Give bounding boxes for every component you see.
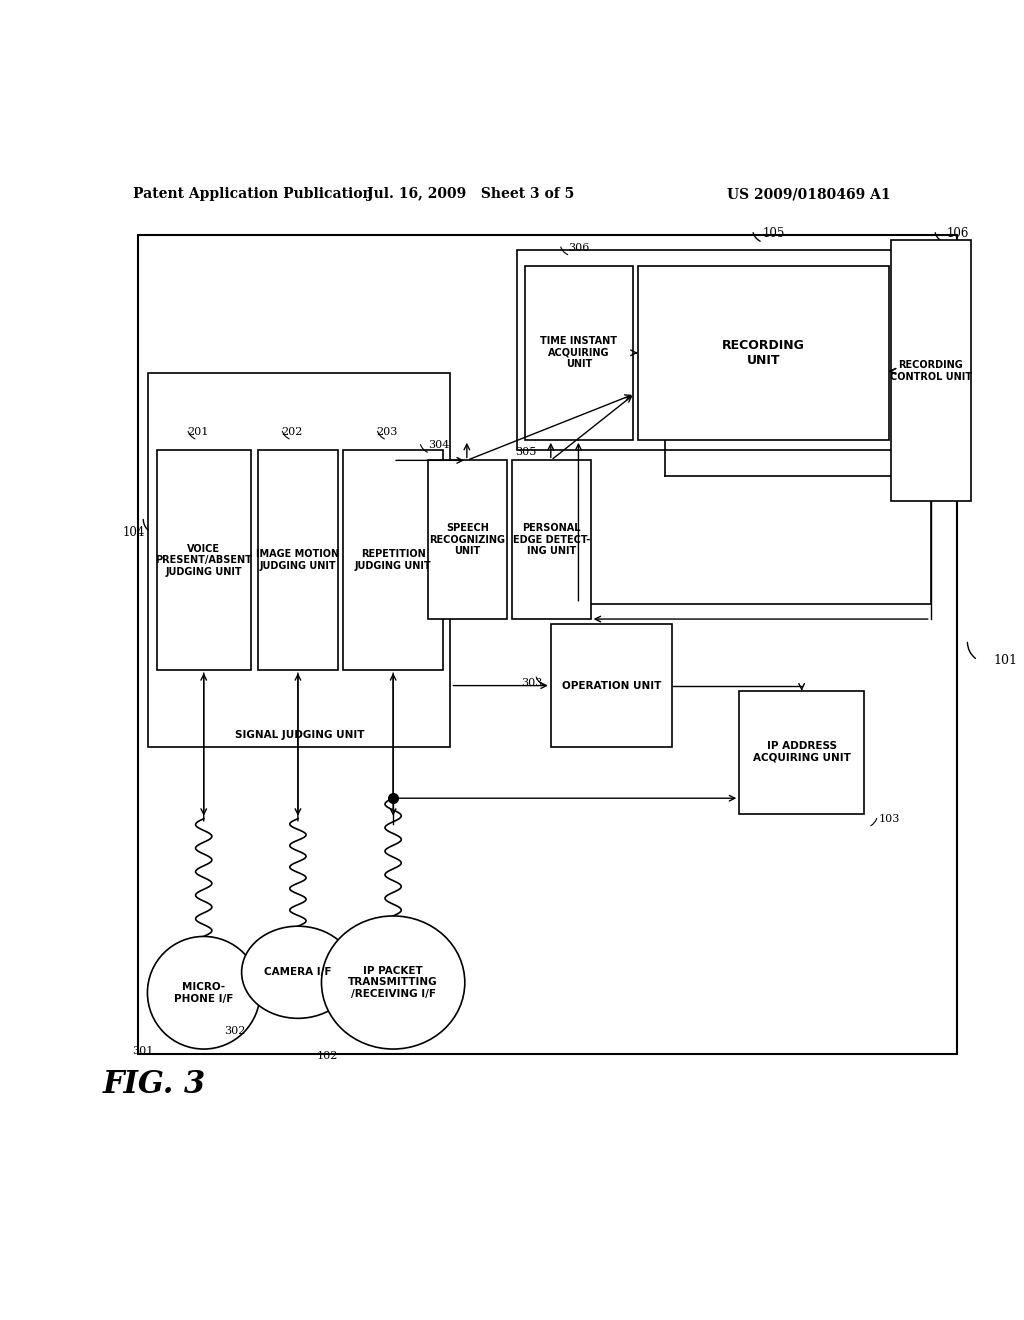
Text: 304: 304 <box>428 440 450 450</box>
Text: US 2009/0180469 A1: US 2009/0180469 A1 <box>727 187 891 201</box>
Text: 105: 105 <box>763 227 785 240</box>
Text: CAMERA I/F: CAMERA I/F <box>264 968 332 977</box>
Text: 302: 302 <box>224 1026 246 1036</box>
Text: IP ADDRESS
ACQUIRING UNIT: IP ADDRESS ACQUIRING UNIT <box>753 742 851 763</box>
Ellipse shape <box>147 936 260 1049</box>
Text: 303: 303 <box>521 677 543 688</box>
FancyBboxPatch shape <box>512 461 591 619</box>
Text: FIG. 3: FIG. 3 <box>102 1069 206 1101</box>
Text: TIME INSTANT
ACQUIRING
UNIT: TIME INSTANT ACQUIRING UNIT <box>541 337 617 370</box>
Text: 301: 301 <box>132 1045 154 1056</box>
Text: 305: 305 <box>515 447 537 457</box>
Ellipse shape <box>242 927 354 1018</box>
FancyBboxPatch shape <box>551 624 672 747</box>
FancyBboxPatch shape <box>891 240 971 502</box>
Text: 202: 202 <box>282 426 302 437</box>
Text: 201: 201 <box>187 426 208 437</box>
Text: RECORDING
UNIT: RECORDING UNIT <box>722 339 805 367</box>
Text: 104: 104 <box>123 525 145 539</box>
Text: IP PACKET
TRANSMITTING
/RECEIVING I/F: IP PACKET TRANSMITTING /RECEIVING I/F <box>348 966 438 999</box>
FancyBboxPatch shape <box>638 265 889 440</box>
Text: 106: 106 <box>947 227 970 240</box>
Text: 102: 102 <box>316 1051 338 1061</box>
FancyBboxPatch shape <box>148 374 451 747</box>
Text: Jul. 16, 2009   Sheet 3 of 5: Jul. 16, 2009 Sheet 3 of 5 <box>368 187 574 201</box>
Text: 101: 101 <box>993 653 1017 667</box>
FancyBboxPatch shape <box>138 235 957 1055</box>
FancyBboxPatch shape <box>157 450 251 671</box>
Text: 203: 203 <box>376 426 397 437</box>
Text: SPEECH
RECOGNIZING
UNIT: SPEECH RECOGNIZING UNIT <box>429 523 506 556</box>
FancyBboxPatch shape <box>428 461 507 619</box>
Text: VOICE
PRESENT/ABSENT
JUDGING UNIT: VOICE PRESENT/ABSENT JUDGING UNIT <box>156 544 252 577</box>
FancyBboxPatch shape <box>258 450 338 671</box>
Text: IMAGE MOTION
JUDGING UNIT: IMAGE MOTION JUDGING UNIT <box>256 549 340 572</box>
Text: 103: 103 <box>879 813 900 824</box>
FancyBboxPatch shape <box>343 450 443 671</box>
FancyBboxPatch shape <box>739 690 864 813</box>
Text: SIGNAL JUDGING UNIT: SIGNAL JUDGING UNIT <box>236 730 365 739</box>
Text: REPETITION
JUDGING UNIT: REPETITION JUDGING UNIT <box>355 549 431 572</box>
Text: PERSONAL
EDGE DETECT-
ING UNIT: PERSONAL EDGE DETECT- ING UNIT <box>513 523 590 556</box>
Text: OPERATION UNIT: OPERATION UNIT <box>561 681 660 690</box>
FancyBboxPatch shape <box>517 251 952 450</box>
Ellipse shape <box>322 916 465 1049</box>
FancyBboxPatch shape <box>525 265 633 440</box>
Text: 306: 306 <box>568 243 590 252</box>
Text: Patent Application Publication: Patent Application Publication <box>133 187 373 201</box>
Text: RECORDING
CONTROL UNIT: RECORDING CONTROL UNIT <box>890 360 972 381</box>
Text: MICRO-
PHONE I/F: MICRO- PHONE I/F <box>174 982 233 1003</box>
